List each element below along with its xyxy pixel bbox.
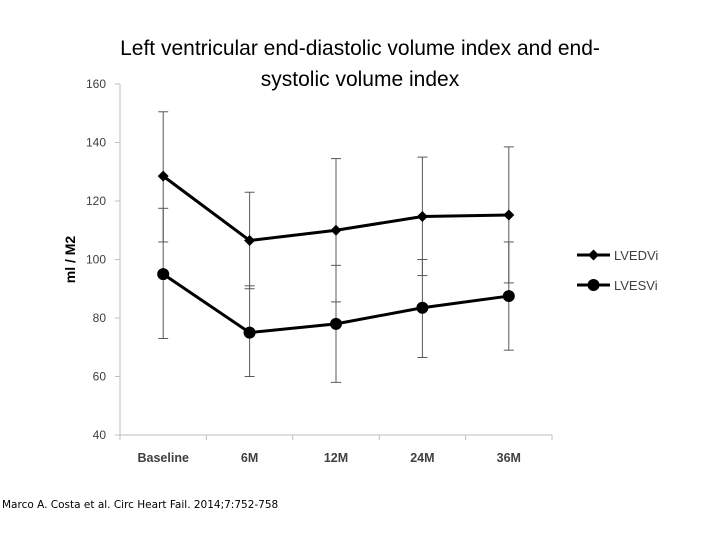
x-tick-label: 12M	[324, 451, 348, 465]
data-point-lvesvi	[502, 290, 515, 303]
y-tick-label: 60	[93, 370, 107, 384]
y-tick-label: 120	[86, 194, 106, 208]
y-tick-label: 40	[93, 428, 107, 442]
series-lvedvi	[157, 111, 515, 303]
title-line-2: systolic volume index	[260, 68, 460, 91]
data-point-lvesvi	[243, 326, 256, 339]
chart-axes: 40 60 80 100 120 140 160 Baseline 6M 12M 24M 36M ml …	[62, 77, 553, 465]
data-point-lvesvi	[416, 301, 429, 314]
chart-legend: LVEDVi LVESVi	[577, 248, 658, 293]
citation: Marco A. Costa et al. Circ Heart Fail. 2…	[2, 499, 279, 511]
slide-title: Left ventricular end-diastolic volume in…	[40, 33, 680, 95]
data-point-lvedvi	[244, 234, 256, 246]
legend-marker-lvesvi	[587, 279, 600, 291]
data-point-lvedvi	[157, 170, 169, 182]
data-point-lvesvi	[157, 268, 170, 281]
data-point-lvedvi	[416, 211, 428, 223]
y-tick-label: 80	[93, 311, 107, 325]
chart-series	[157, 111, 515, 383]
x-tick-label: Baseline	[137, 451, 188, 465]
series-lvesvi	[157, 207, 515, 383]
y-tick-label: 140	[86, 136, 106, 150]
legend-label-lvedvi: LVEDVi	[614, 248, 658, 263]
legend-item-lvesvi: LVESVi	[577, 278, 658, 293]
data-point-lvedvi	[503, 209, 515, 221]
legend-label-lvesvi: LVESVi	[614, 278, 658, 293]
y-tick-label: 100	[86, 253, 106, 267]
data-point-lvedvi	[330, 224, 342, 236]
data-point-lvesvi	[330, 317, 342, 330]
legend-marker-lvedvi	[588, 249, 599, 261]
title-line-1: Left ventricular end-diastolic volume in…	[120, 37, 600, 60]
y-axis-label: ml / M2	[62, 236, 78, 284]
x-tick-label: 24M	[410, 451, 434, 465]
legend-item-lvedvi: LVEDVi	[577, 248, 658, 263]
x-tick-label: 6M	[241, 451, 258, 465]
y-tick-label: 160	[86, 77, 106, 91]
x-tick-label: 36M	[497, 451, 521, 465]
